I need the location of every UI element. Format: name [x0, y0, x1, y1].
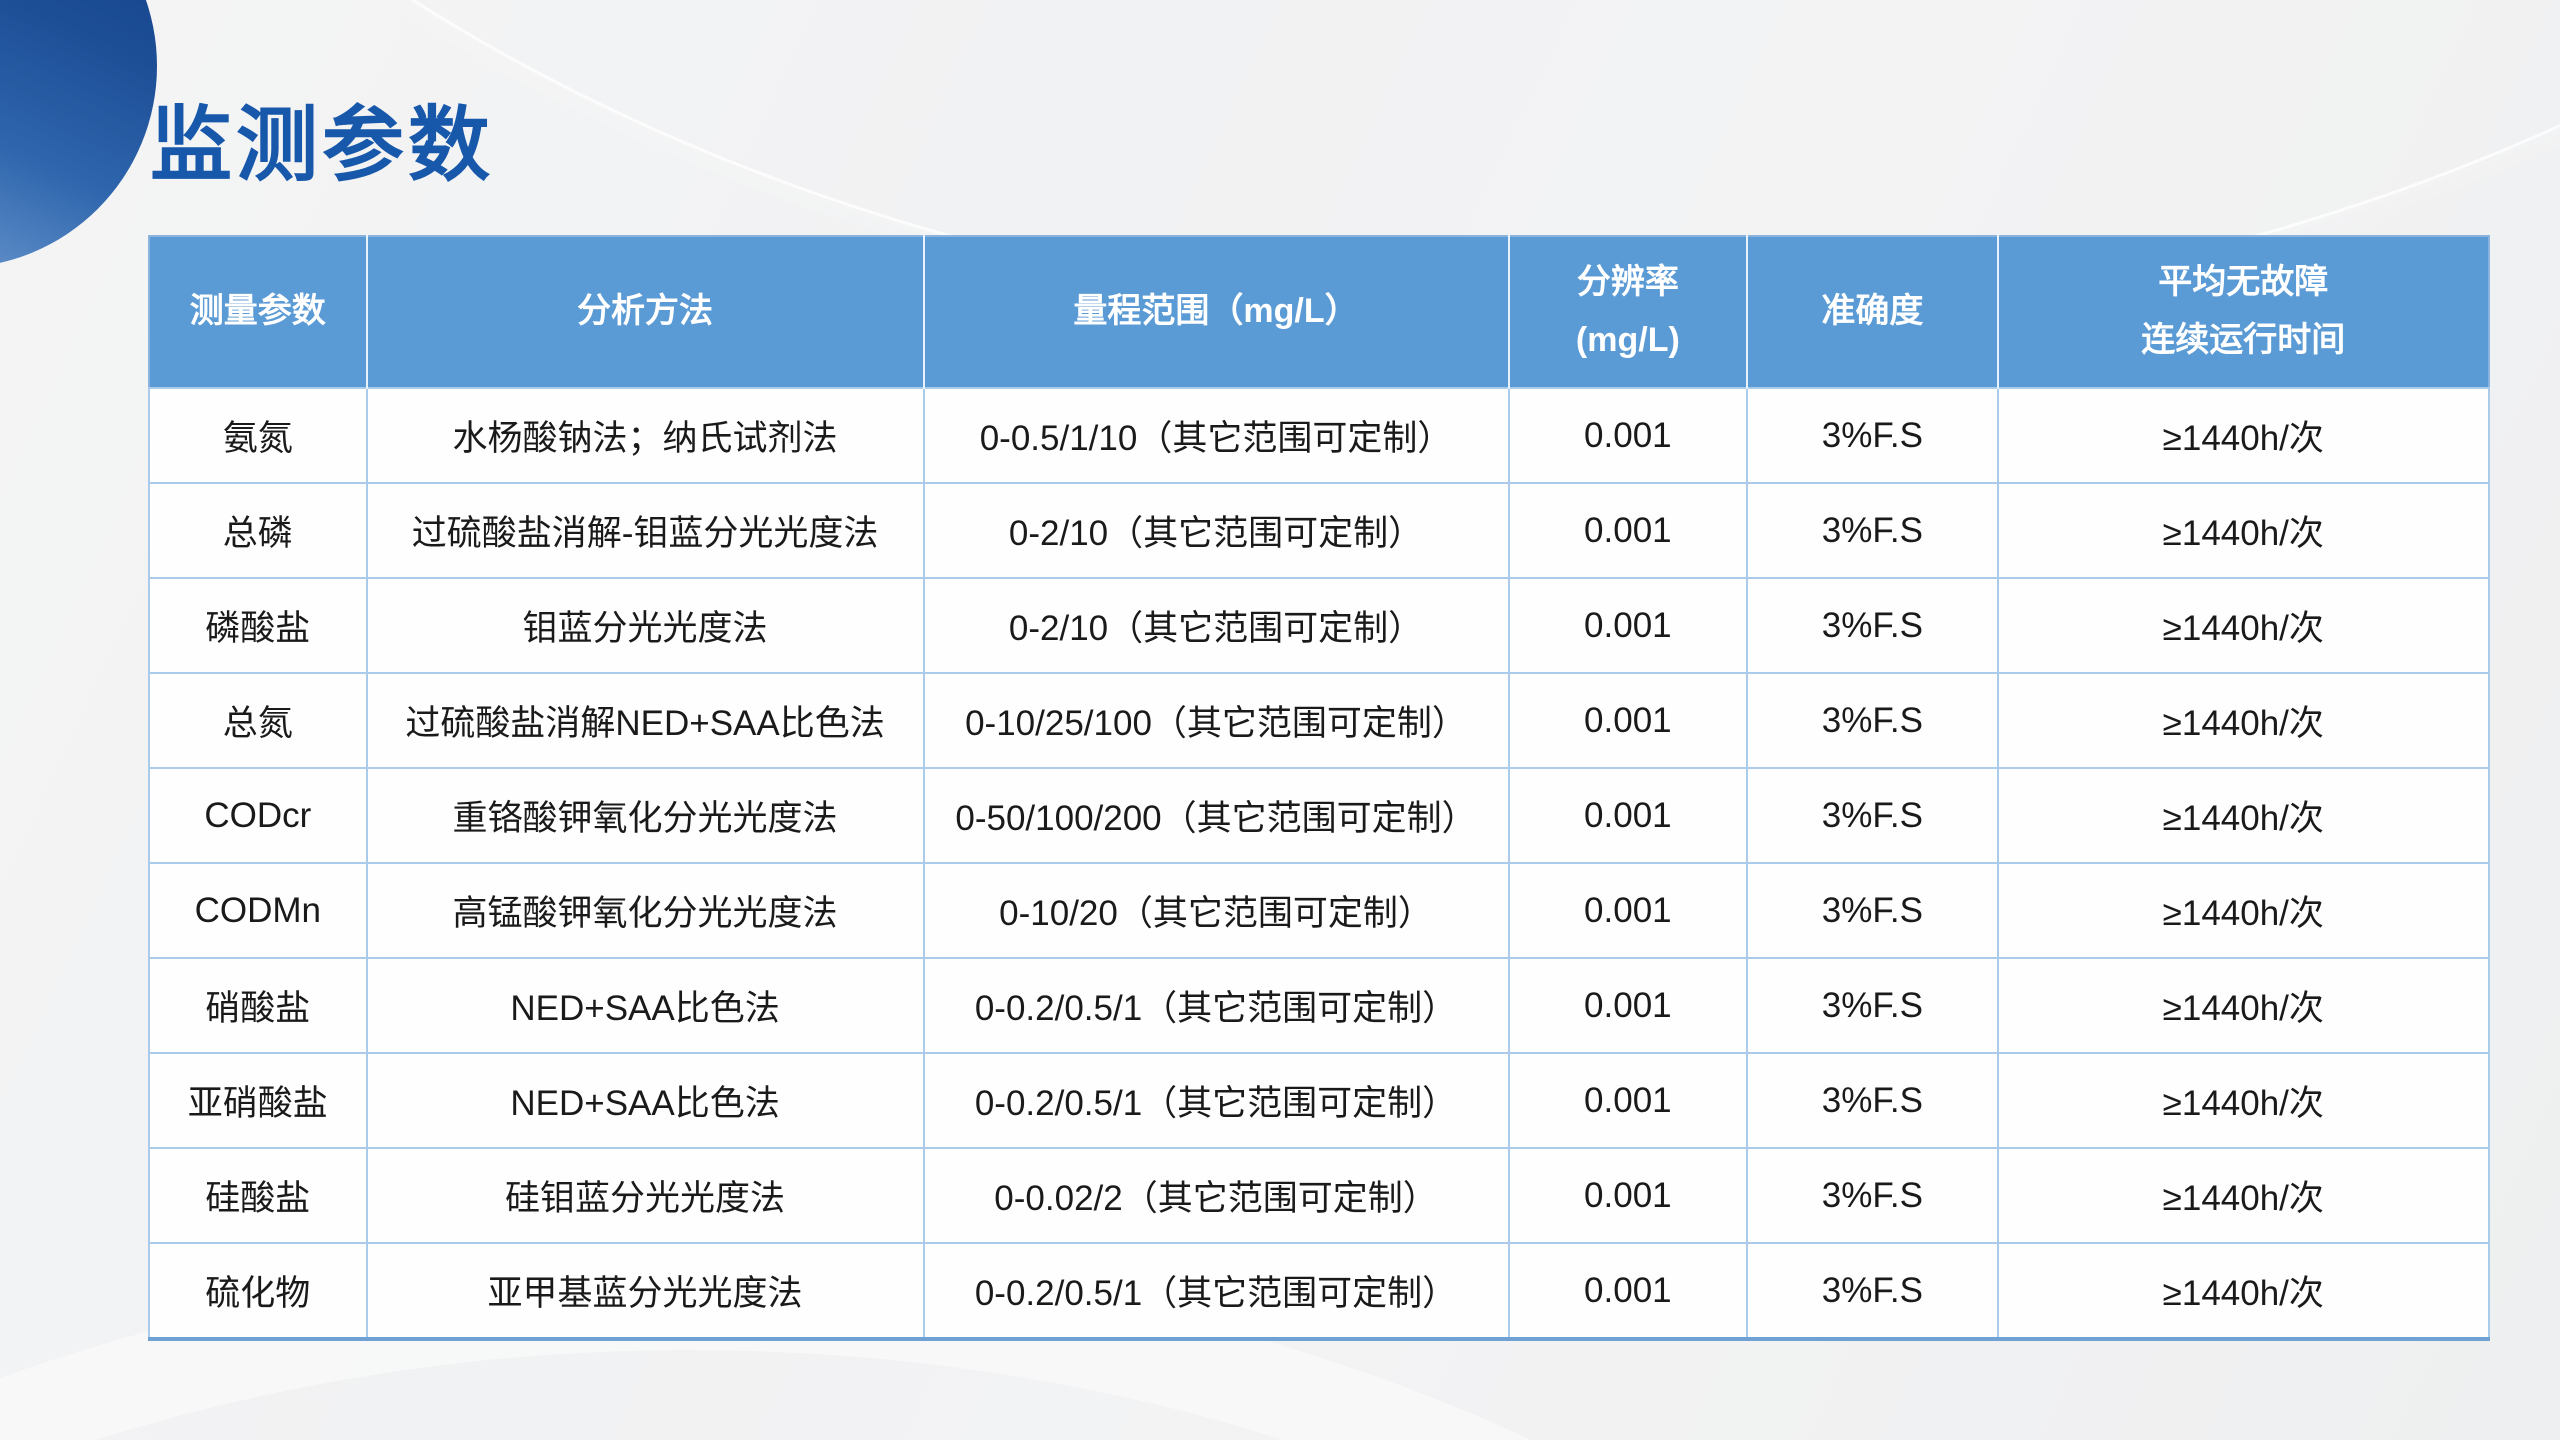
column-header-parameter: 测量参数	[149, 236, 367, 388]
corner-decoration-circle	[0, 0, 157, 268]
cell-parameter: 总磷	[148, 482, 368, 579]
cell-resolution: 0.001	[1507, 387, 1749, 484]
cell-mtbf: ≥1440h/次	[1996, 862, 2491, 959]
cell-mtbf: ≥1440h/次	[1996, 957, 2491, 1054]
cell-parameter: 硅酸盐	[148, 1147, 368, 1244]
cell-parameter: 总氮	[148, 672, 368, 769]
cell-resolution: 0.001	[1507, 957, 1749, 1054]
table-row: 总磷 过硫酸盐消解-钼蓝分光光度法 0-2/10（其它范围可定制） 0.001 …	[148, 482, 2491, 579]
cell-resolution: 0.001	[1507, 577, 1749, 674]
cell-parameter: 硝酸盐	[148, 957, 368, 1054]
slide-title: 监测参数	[150, 100, 495, 191]
cell-range: 0-2/10（其它范围可定制）	[922, 482, 1510, 579]
cell-accuracy: 3%F.S	[1746, 1242, 1999, 1340]
cell-resolution: 0.001	[1507, 1052, 1749, 1149]
cell-range: 0-0.2/0.5/1（其它范围可定制）	[922, 1052, 1510, 1149]
column-header-mtbf-line2: 连续运行时间	[2141, 321, 2346, 359]
table-row: 硝酸盐 NED+SAA比色法 0-0.2/0.5/1（其它范围可定制） 0.00…	[148, 957, 2491, 1054]
cell-parameter: 亚硝酸盐	[148, 1052, 368, 1149]
cell-resolution: 0.001	[1507, 482, 1749, 579]
cell-method: 高锰酸钾氧化分光光度法	[365, 862, 925, 959]
cell-method: 钼蓝分光光度法	[365, 577, 925, 674]
column-header-range: 量程范围（mg/L）	[922, 236, 1509, 388]
table-body: 氨氮 水杨酸钠法；纳氏试剂法 0-0.5/1/10（其它范围可定制） 0.001…	[148, 387, 2491, 1340]
monitoring-parameters-table: 测量参数 分析方法 量程范围（mg/L） 分辨率 (mg/L) 准确度 平均无故…	[148, 235, 2491, 1341]
cell-mtbf: ≥1440h/次	[1996, 1242, 2491, 1340]
cell-mtbf: ≥1440h/次	[1996, 672, 2491, 769]
cell-parameter: CODcr	[148, 767, 368, 864]
cell-accuracy: 3%F.S	[1746, 1052, 1999, 1149]
table-row: 总氮 过硫酸盐消解NED+SAA比色法 0-10/25/100（其它范围可定制）…	[148, 672, 2491, 769]
table-row: 磷酸盐 钼蓝分光光度法 0-2/10（其它范围可定制） 0.001 3%F.S …	[148, 577, 2491, 674]
cell-method: 过硫酸盐消解-钼蓝分光光度法	[365, 482, 925, 579]
cell-method: 硅钼蓝分光光度法	[365, 1147, 925, 1244]
cell-parameter: 氨氮	[148, 387, 368, 484]
table-row: 硫化物 亚甲基蓝分光光度法 0-0.2/0.5/1（其它范围可定制） 0.001…	[148, 1242, 2491, 1340]
cell-resolution: 0.001	[1507, 862, 1749, 959]
cell-range: 0-0.2/0.5/1（其它范围可定制）	[922, 957, 1510, 1054]
cell-mtbf: ≥1440h/次	[1996, 482, 2491, 579]
column-header-accuracy: 准确度	[1746, 236, 1998, 388]
cell-parameter: 硫化物	[148, 1242, 368, 1340]
column-header-resolution-line1: 分辨率	[1576, 263, 1679, 302]
cell-accuracy: 3%F.S	[1746, 1147, 1999, 1244]
table-row: 亚硝酸盐 NED+SAA比色法 0-0.2/0.5/1（其它范围可定制） 0.0…	[148, 1052, 2491, 1149]
cell-mtbf: ≥1440h/次	[1996, 1147, 2491, 1244]
cell-range: 0-50/100/200（其它范围可定制）	[922, 767, 1510, 864]
column-header-mtbf-line1: 平均无故障	[2158, 263, 2329, 302]
column-header-method: 分析方法	[365, 236, 924, 388]
cell-accuracy: 3%F.S	[1746, 862, 1999, 959]
cell-accuracy: 3%F.S	[1746, 672, 1999, 769]
cell-range: 0-0.2/0.5/1（其它范围可定制）	[922, 1242, 1510, 1340]
cell-method: NED+SAA比色法	[365, 1052, 925, 1149]
cell-method: 重铬酸钾氧化分光光度法	[365, 767, 925, 864]
cell-method: 过硫酸盐消解NED+SAA比色法	[365, 672, 925, 769]
cell-method: 亚甲基蓝分光光度法	[365, 1242, 925, 1340]
cell-range: 0-2/10（其它范围可定制）	[922, 577, 1510, 674]
cell-resolution: 0.001	[1507, 1147, 1749, 1244]
column-header-resolution: 分辨率 (mg/L)	[1507, 236, 1748, 388]
table-header-row: 测量参数 分析方法 量程范围（mg/L） 分辨率 (mg/L) 准确度 平均无故…	[149, 236, 2489, 388]
column-header-resolution-line2: (mg/L)	[1575, 321, 1680, 359]
cell-resolution: 0.001	[1507, 767, 1749, 864]
column-header-mtbf: 平均无故障 连续运行时间	[1996, 236, 2489, 388]
cell-mtbf: ≥1440h/次	[1996, 1052, 2491, 1149]
cell-range: 0-0.5/1/10（其它范围可定制）	[922, 387, 1510, 484]
cell-resolution: 0.001	[1507, 1242, 1749, 1340]
cell-range: 0-10/25/100（其它范围可定制）	[922, 672, 1510, 769]
cell-range: 0-10/20（其它范围可定制）	[922, 862, 1510, 959]
cell-parameter: 磷酸盐	[148, 577, 368, 674]
cell-mtbf: ≥1440h/次	[1996, 577, 2491, 674]
cell-range: 0-0.02/2（其它范围可定制）	[922, 1147, 1510, 1244]
cell-parameter: CODMn	[148, 862, 368, 959]
cell-accuracy: 3%F.S	[1746, 387, 1999, 484]
cell-resolution: 0.001	[1507, 672, 1749, 769]
cell-mtbf: ≥1440h/次	[1996, 387, 2491, 484]
cell-accuracy: 3%F.S	[1746, 482, 1999, 579]
cell-mtbf: ≥1440h/次	[1996, 767, 2491, 864]
table-row: 硅酸盐 硅钼蓝分光光度法 0-0.02/2（其它范围可定制） 0.001 3%F…	[148, 1147, 2491, 1244]
table-row: CODcr 重铬酸钾氧化分光光度法 0-50/100/200（其它范围可定制） …	[148, 767, 2491, 864]
table-row: 氨氮 水杨酸钠法；纳氏试剂法 0-0.5/1/10（其它范围可定制） 0.001…	[148, 387, 2491, 484]
cell-method: 水杨酸钠法；纳氏试剂法	[365, 387, 925, 484]
cell-accuracy: 3%F.S	[1746, 957, 1999, 1054]
cell-accuracy: 3%F.S	[1746, 767, 1999, 864]
table-row: CODMn 高锰酸钾氧化分光光度法 0-10/20（其它范围可定制） 0.001…	[148, 862, 2491, 959]
cell-method: NED+SAA比色法	[365, 957, 925, 1054]
cell-accuracy: 3%F.S	[1746, 577, 1999, 674]
